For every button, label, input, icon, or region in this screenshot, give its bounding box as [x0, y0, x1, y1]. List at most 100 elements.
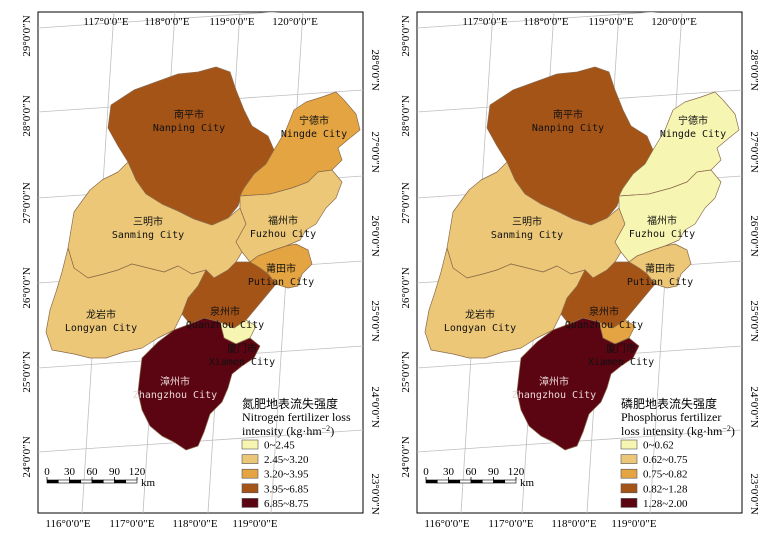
region-zhangzhou-city — [137, 317, 261, 451]
legend-title-en-line2: intensity (kg·hm−2) — [242, 424, 334, 439]
lon-label-bottom: 118°0′0″E — [172, 518, 217, 530]
lat-label-left: 24°0′0″N — [21, 436, 33, 477]
scale-segment — [102, 479, 115, 484]
nitrogen-map-panel: 南平市 Nanping City 宁德市 Ningde City 三明市 Sanming … — [21, 11, 381, 530]
city-label-zh: 宁德市 — [299, 114, 329, 127]
legend-swatch — [241, 468, 259, 479]
scale-tick-label: 0 — [44, 466, 50, 478]
lat-label-right: 25°0′0″N — [748, 300, 760, 341]
lon-label-top: 117°0′0″E — [462, 16, 507, 28]
city-label-en: Ningde City — [660, 129, 726, 140]
city-label-en: Ningde City — [281, 129, 347, 140]
lat-label-right: 28°0′0″N — [369, 49, 381, 90]
legend-label: 0~2.45 — [264, 440, 295, 452]
city-label-en: Zhangzhou City — [512, 390, 596, 401]
lat-label-left: 24°0′0″N — [400, 436, 412, 477]
legend-title-zh: 磷肥地表流失强度 — [621, 396, 717, 411]
legend-label: 3.20~3.95 — [264, 469, 309, 481]
legend-swatch — [620, 439, 638, 450]
lon-label-top: 117°0′0″E — [83, 16, 128, 28]
city-label-zh: 南平市 — [553, 108, 583, 121]
scale-segment — [425, 479, 438, 484]
parallel-line — [38, 12, 281, 29]
lat-label-right: 24°0′0″N — [748, 386, 760, 427]
lat-label-right: 23°0′0″N — [369, 473, 381, 514]
city-label-zh: 泉州市 — [589, 305, 619, 318]
lon-label-bottom: 117°0′0″E — [109, 518, 154, 530]
lon-label-bottom: 117°0′0″E — [488, 518, 533, 530]
legend-title-en-line1: Phosphorus fertilizer — [621, 410, 721, 424]
region-fuzhou-city — [614, 169, 722, 263]
scale-tick-label: 30 — [443, 466, 455, 478]
region-fuzhou-city — [235, 169, 343, 263]
scale-segment — [493, 479, 506, 484]
lon-label-top: 118°0′0″E — [523, 16, 568, 28]
legend-swatch — [241, 454, 259, 464]
city-label-zh: 福州市 — [647, 214, 677, 227]
city-label-zh: 厦门市 — [606, 342, 636, 355]
city-label-zh: 龙岩市 — [465, 308, 495, 321]
legend-label: 3.95~6.85 — [264, 483, 309, 495]
lat-label-right: 27°0′0″N — [748, 131, 760, 172]
city-label-zh: 漳州市 — [539, 375, 569, 388]
scale-segment — [57, 479, 70, 484]
legend-label: 0.62~0.75 — [643, 454, 688, 466]
lat-label-right: 28°0′0″N — [748, 49, 760, 90]
city-label-en: Putian City — [248, 277, 314, 288]
lat-label-right: 26°0′0″N — [748, 215, 760, 256]
city-label-en: Nanping City — [153, 123, 225, 134]
legend-label: 0~0.62 — [643, 440, 674, 452]
legend-swatch — [620, 498, 638, 508]
city-label-zh: 漳州市 — [160, 375, 190, 388]
scale-tick-label: 60 — [466, 466, 478, 478]
scale-segment — [448, 479, 461, 484]
phosphorus-map-panel: 南平市 Nanping City 宁德市 Ningde City 三明市 Sanming … — [400, 11, 760, 530]
city-label-en: Longyan City — [65, 323, 137, 334]
city-label-en: Xiamen City — [588, 357, 654, 368]
lat-label-right: 23°0′0″N — [748, 473, 760, 514]
lon-label-top: 118°0′0″E — [144, 16, 189, 28]
lon-label-top: 119°0′0″E — [588, 16, 633, 28]
legend-swatch — [241, 498, 259, 508]
scale-segment — [436, 479, 449, 484]
city-label-zh: 泉州市 — [210, 305, 240, 318]
legend-label: 0.75~0.82 — [643, 469, 687, 481]
legend-swatch — [620, 454, 638, 464]
lon-label-bottom: 119°0′0″E — [232, 518, 277, 530]
lat-label-left: 25°0′0″N — [400, 351, 412, 392]
city-label-en: Xiamen City — [209, 357, 275, 368]
scale-tick-label: 0 — [423, 466, 429, 478]
scale-segment — [125, 479, 138, 484]
legend-swatch — [620, 468, 638, 479]
city-label-zh: 南平市 — [174, 108, 204, 121]
scale-tick-label: 30 — [64, 466, 76, 478]
city-label-zh: 莆田市 — [266, 262, 296, 275]
city-label-en: Sanming City — [491, 230, 563, 241]
lat-label-right: 26°0′0″N — [369, 215, 381, 256]
city-label-en: Quanzhou City — [565, 320, 643, 331]
region-longyan-city — [45, 247, 207, 359]
legend-label: 6.85~8.75 — [264, 498, 309, 510]
lon-label-bottom: 118°0′0″E — [551, 518, 596, 530]
legend-title-en-line1: Nitrogen fertilizer loss — [242, 410, 351, 424]
lon-label-top: 120°0′0″E — [651, 16, 697, 28]
scale-segment — [91, 479, 104, 484]
legend-label: 2.45~3.20 — [264, 454, 309, 466]
scale-tick-label: 90 — [488, 466, 500, 478]
city-label-zh: 福州市 — [268, 214, 298, 227]
lat-label-left: 26°0′0″N — [21, 267, 33, 308]
city-label-zh: 三明市 — [133, 215, 163, 228]
scale-unit: km — [141, 477, 156, 489]
lat-label-left: 29°0′0″N — [400, 15, 412, 56]
city-label-zh: 厦门市 — [227, 342, 257, 355]
legend-label: 0.82~1.28 — [643, 483, 688, 495]
city-label-en: Sanming City — [112, 230, 184, 241]
city-label-en: Nanping City — [532, 123, 604, 134]
lon-label-top: 120°0′0″E — [272, 16, 318, 28]
legend-label: 1.28~2.00 — [643, 498, 688, 510]
city-label-en: Fuzhou City — [629, 229, 695, 240]
city-label-en: Putian City — [627, 277, 693, 288]
